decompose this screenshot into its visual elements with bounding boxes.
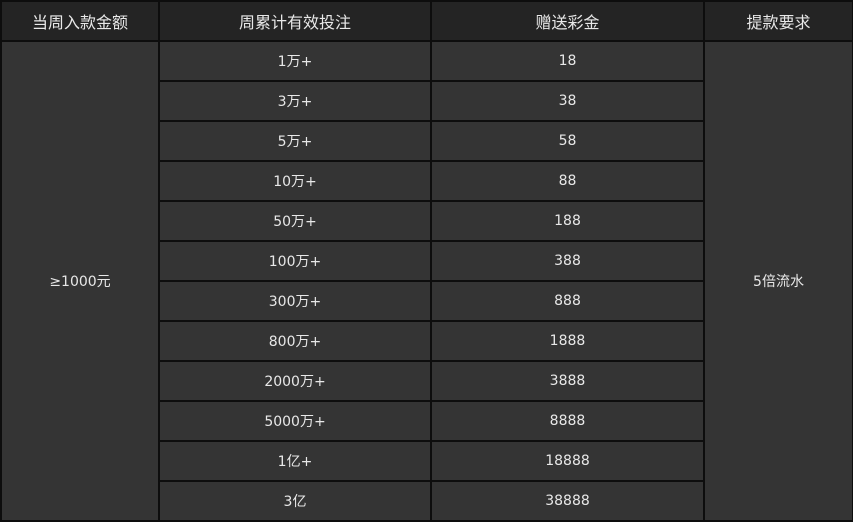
bonus-cell: 3888 [430,360,705,402]
bonus-cell: 188 [430,200,705,242]
bet-cell: 1亿+ [158,440,432,482]
bet-cell: 2000万+ [158,360,432,402]
table-row: 5万+ 58 [1,120,853,162]
table-row: 3亿 38888 [1,480,853,522]
table-row: 5000万+ 8888 [1,400,853,442]
table-row: ≥1000元 1万+ 18 5倍流水 [0,40,853,522]
bonus-cell: 888 [430,280,705,322]
deposit-cell: ≥1000元 [0,40,160,522]
bet-cell: 100万+ [158,240,432,282]
bet-cell: 50万+ [158,200,432,242]
bonus-cell: 38888 [430,480,705,522]
bet-cell: 3万+ [158,80,432,122]
bonus-cell: 88 [430,160,705,202]
bonus-cell: 1888 [430,320,705,362]
table-row: 50万+ 188 [1,200,853,242]
bonus-cell: 18888 [430,440,705,482]
table-row: 300万+ 888 [1,280,853,322]
bonus-cell: 18 [430,40,705,82]
bet-cell: 5万+ [158,120,432,162]
table-row: 1亿+ 18888 [1,440,853,482]
bet-cell: 10万+ [158,160,432,202]
bet-cell: 300万+ [158,280,432,322]
table-row: 800万+ 1888 [1,320,853,362]
bet-cell: 1万+ [158,40,432,82]
bonus-cell: 58 [430,120,705,162]
header-withdraw-requirement: 提款要求 [703,0,853,42]
bonus-cell: 8888 [430,400,705,442]
table-row: 2000万+ 3888 [1,360,853,402]
header-bonus: 赠送彩金 [430,0,705,42]
table-row: 3万+ 38 [1,80,853,122]
table-row: 10万+ 88 [1,160,853,202]
bonus-cell: 388 [430,240,705,282]
bet-cell: 800万+ [158,320,432,362]
requirement-cell: 5倍流水 [703,40,853,522]
header-weekly-bet: 周累计有效投注 [158,0,432,42]
bet-cell: 3亿 [158,480,432,522]
bet-cell: 5000万+ [158,400,432,442]
table-header-row: 当周入款金额 周累计有效投注 赠送彩金 提款要求 [0,0,853,42]
table-row: 100万+ 388 [1,240,853,282]
header-deposit: 当周入款金额 [0,0,160,42]
bonus-cell: 38 [430,80,705,122]
